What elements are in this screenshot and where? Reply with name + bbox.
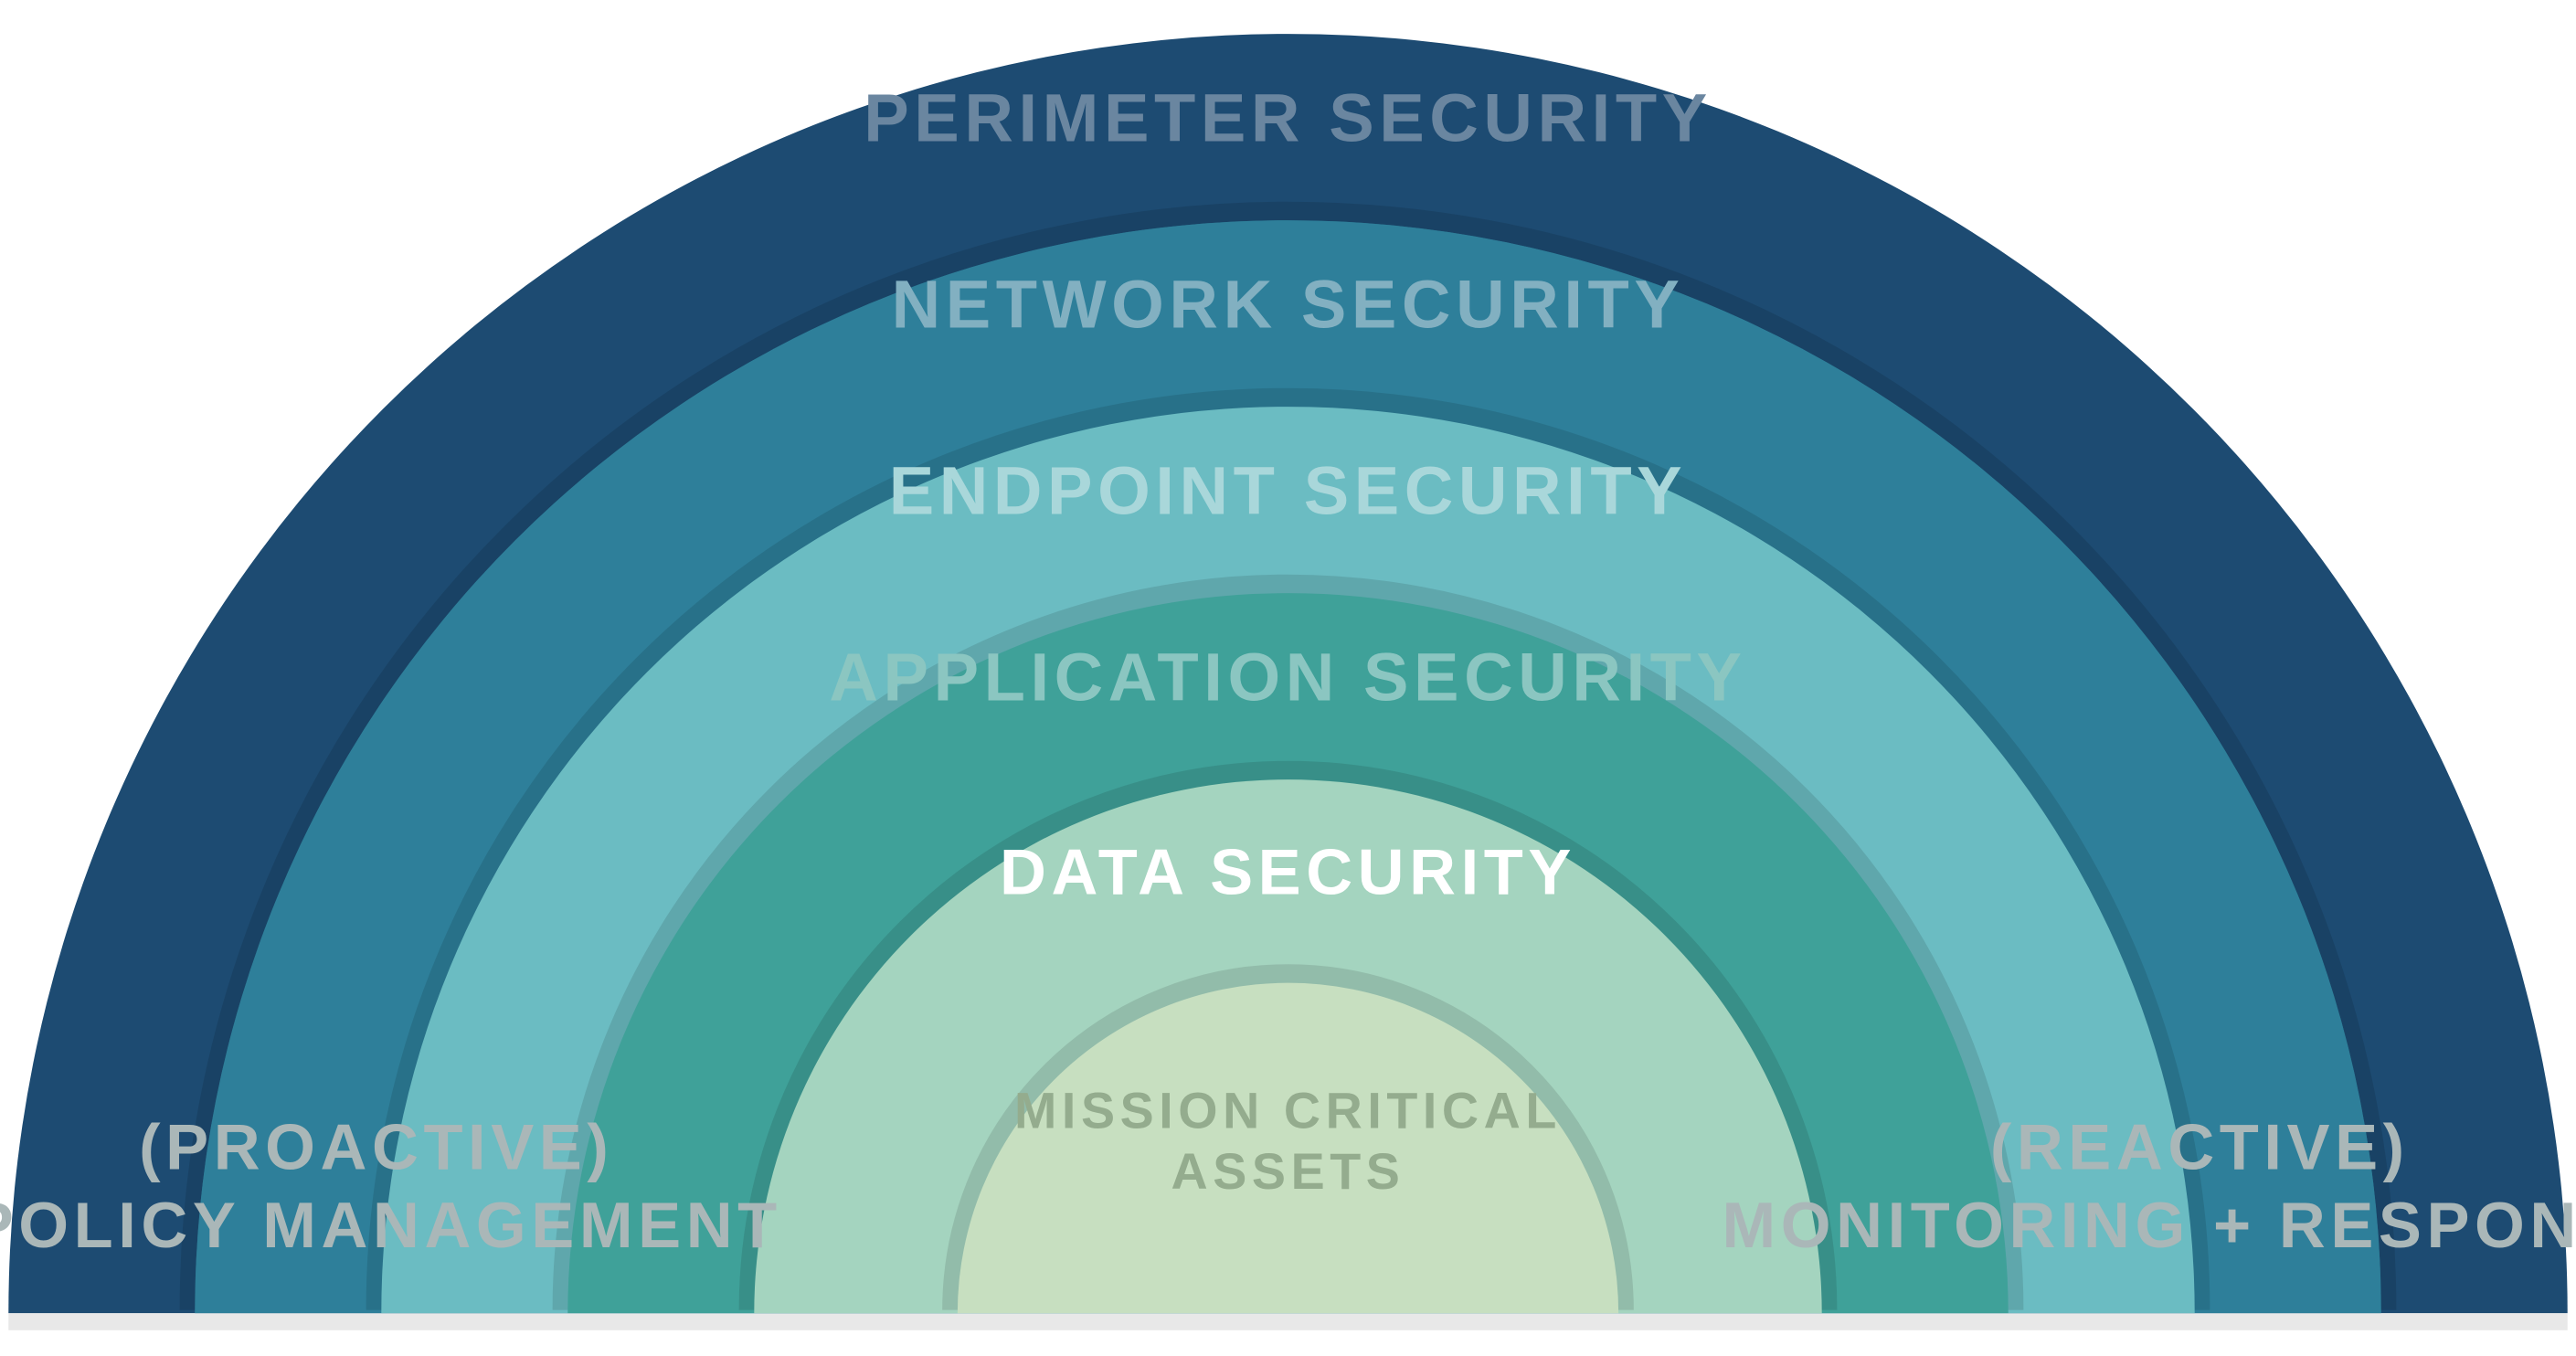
layer-label-0: PERIMETER SECURITY (864, 80, 1712, 156)
wedge-label-left-line1: POLICY MANAGEMENT (0, 1189, 782, 1261)
security-layers-diagram: PERIMETER SECURITY NETWORK SECURITY ENDPOI… (0, 0, 2576, 1356)
layer-label-1: NETWORK SECURITY (892, 267, 1685, 343)
layer-label-2: ENDPOINT SECURITY (889, 453, 1687, 529)
layer-label-5-line1: MISSION CRITICAL (1014, 1082, 1562, 1139)
layer-label-3: APPLICATION SECURITY (829, 640, 1746, 715)
layer-label-4: DATA SECURITY (1000, 836, 1576, 908)
wedge-label-right-line0: (REACTIVE) (1990, 1111, 2410, 1183)
wedge-label-right-line1: MONITORING + RESPONSE (1723, 1189, 2576, 1261)
layer-label-5-line2: ASSETS (1171, 1143, 1405, 1200)
baseline-shadow (8, 1313, 2567, 1330)
wedge-label-left-line0: (PROACTIVE) (139, 1111, 613, 1183)
